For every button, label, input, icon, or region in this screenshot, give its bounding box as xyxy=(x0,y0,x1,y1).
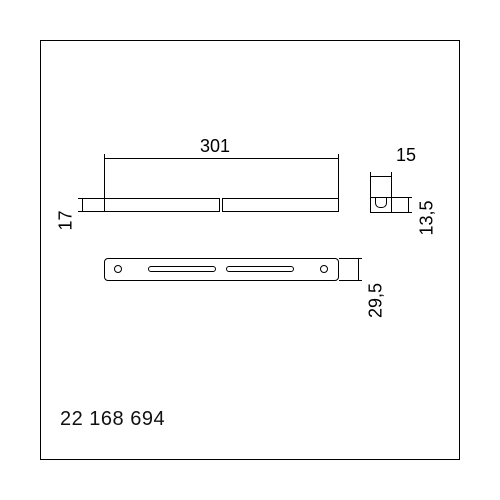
dim-label-width: 301 xyxy=(200,136,230,157)
mounting-hole-left xyxy=(114,265,122,273)
dim-line-width xyxy=(104,158,339,159)
slot-left xyxy=(148,266,216,272)
dim-tick xyxy=(370,172,371,197)
dim-tick xyxy=(391,172,392,197)
dim-line-h13 xyxy=(408,197,409,213)
dim-label-h13: 13,5 xyxy=(417,202,438,236)
dim-tick xyxy=(338,154,339,198)
dim-tick xyxy=(339,280,362,281)
end-view-u xyxy=(375,197,387,208)
bottom-view-plate xyxy=(104,258,339,281)
dim-tick xyxy=(392,197,412,198)
dim-line-w15 xyxy=(370,176,392,177)
part-number: 22 168 694 xyxy=(60,408,165,431)
drawing-frame xyxy=(40,40,460,460)
dim-tick xyxy=(104,154,105,198)
dim-tick xyxy=(339,258,362,259)
top-view-right-bar xyxy=(222,198,339,212)
dim-line-h29 xyxy=(358,258,359,281)
dim-tick xyxy=(78,211,104,212)
dim-tick xyxy=(78,198,104,199)
top-view-left-bar xyxy=(104,198,220,212)
dim-label-w15: 15 xyxy=(396,145,416,166)
dim-line-h17 xyxy=(82,198,83,212)
slot-right xyxy=(226,266,294,272)
dim-label-h29: 29,5 xyxy=(366,283,387,319)
dim-label-h17: 17 xyxy=(56,211,77,231)
dim-tick xyxy=(392,212,412,213)
mounting-hole-right xyxy=(320,265,328,273)
